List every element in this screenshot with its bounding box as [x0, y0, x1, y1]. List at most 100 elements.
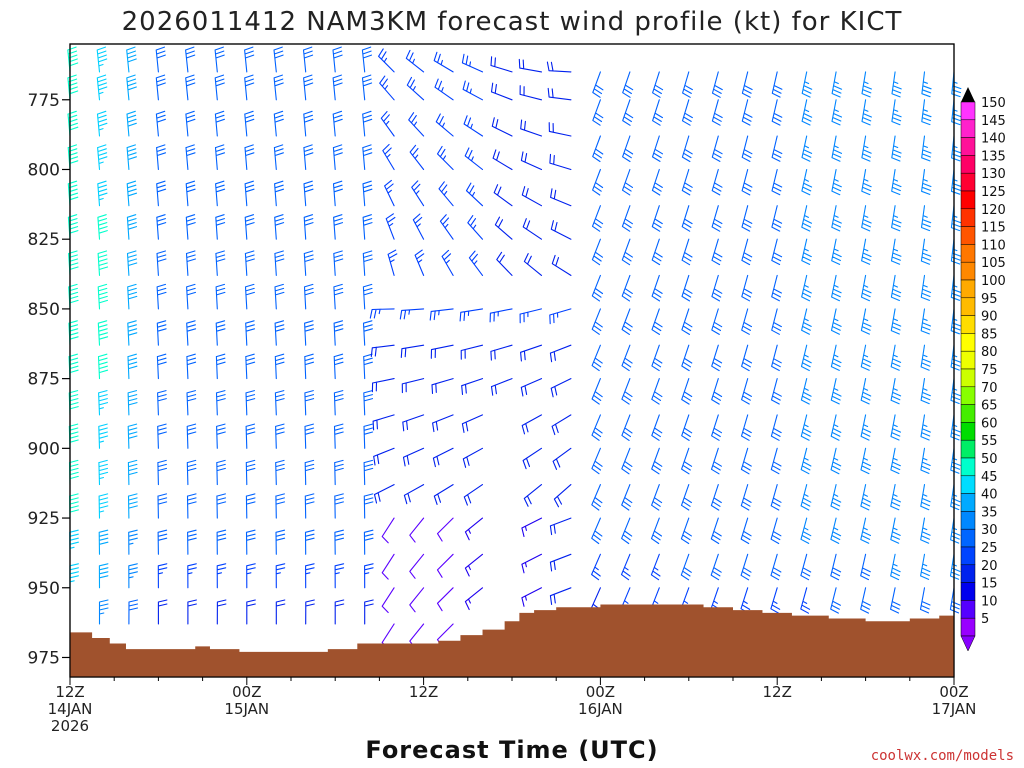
wind-barb	[303, 250, 314, 276]
wind-barb	[438, 181, 454, 207]
wind-barb	[461, 414, 484, 433]
wind-barb	[591, 447, 603, 475]
wind-barb	[771, 135, 783, 162]
y-tick-label: 975	[28, 648, 60, 668]
wind-barb	[334, 459, 344, 486]
wind-barb	[711, 135, 723, 162]
wind-barb	[275, 599, 286, 625]
wind-barb	[462, 447, 484, 468]
wind-barb	[591, 344, 603, 372]
wind-barb	[890, 447, 901, 475]
wind-barb	[373, 447, 395, 466]
wind-barb	[740, 517, 752, 545]
wind-barb	[800, 414, 812, 441]
wind-barb	[950, 344, 961, 371]
wind-barb	[711, 168, 723, 196]
wind-barb	[215, 180, 226, 207]
wind-barb	[860, 484, 872, 511]
wind-barb	[127, 459, 138, 486]
wind-barb	[551, 254, 572, 276]
wind-barb	[361, 74, 373, 101]
wind-barb	[920, 447, 931, 474]
wind-barb	[156, 353, 167, 380]
wind-barb	[491, 117, 513, 137]
chart-title: 2026011412 NAM3KM forecast wind profile …	[122, 7, 903, 37]
wind-barb	[801, 238, 812, 265]
wind-barb	[771, 238, 783, 266]
colorbar-label: 10	[981, 594, 998, 609]
wind-barb	[801, 168, 813, 196]
colorbar-swatch	[960, 333, 976, 352]
wind-barb	[401, 378, 425, 394]
wind-barb	[303, 110, 314, 137]
wind-barb	[246, 563, 256, 589]
wind-barb	[216, 599, 227, 625]
color-bar: 1501451401351301251201151101051009590858…	[960, 87, 1006, 652]
wind-barb	[831, 274, 842, 302]
wind-barb	[592, 168, 604, 196]
wind-barb	[215, 390, 226, 416]
wind-barb	[890, 517, 901, 544]
wind-barb	[490, 56, 513, 73]
wind-barb	[652, 99, 664, 126]
wind-barb	[950, 378, 961, 405]
wind-barb	[651, 274, 663, 302]
wind-barb	[650, 553, 661, 581]
wind-barb	[400, 344, 425, 358]
wind-barb	[891, 71, 902, 98]
wind-barb	[97, 144, 108, 171]
wind-barb	[523, 253, 543, 276]
wind-barb	[861, 238, 872, 265]
wind-barb	[830, 308, 842, 335]
wind-barb	[591, 205, 604, 232]
wind-barb	[651, 135, 664, 162]
wind-barb	[521, 587, 543, 607]
wind-barb	[711, 308, 723, 335]
wind-barb	[861, 71, 872, 98]
wind-barb	[622, 135, 634, 163]
wind-barb	[362, 144, 373, 171]
wind-barb	[860, 414, 872, 441]
wind-barb	[891, 168, 902, 196]
wind-barb	[215, 320, 226, 346]
wind-barb	[521, 517, 543, 538]
wind-barb	[681, 274, 693, 302]
wind-barb	[711, 414, 723, 441]
wind-barb	[592, 135, 604, 163]
wind-barb	[920, 414, 931, 441]
wind-barb	[304, 493, 315, 519]
wind-barb	[770, 587, 781, 614]
wind-barb	[186, 320, 197, 346]
x-tick-label: 12Z	[409, 683, 438, 701]
wind-barb	[127, 390, 138, 416]
wind-barb	[546, 61, 572, 73]
wind-barb	[621, 274, 633, 302]
wind-barb	[157, 563, 168, 589]
wind-barb	[362, 320, 373, 346]
wind-barb	[216, 563, 227, 589]
ground-surface	[70, 604, 954, 677]
wind-barb	[740, 447, 752, 475]
wind-barb	[861, 205, 872, 232]
x-axis-label: Forecast Time (UTC)	[365, 736, 658, 764]
wind-barb	[711, 205, 723, 232]
wind-barb	[430, 344, 454, 359]
colorbar-label: 65	[981, 399, 998, 414]
colorbar-swatch	[960, 439, 976, 459]
wind-barb	[303, 180, 314, 207]
wind-barb	[98, 563, 109, 589]
wind-barb	[275, 423, 285, 449]
wind-barb	[98, 390, 109, 416]
wind-barb	[711, 274, 723, 302]
wind-barb	[363, 529, 374, 555]
wind-barb	[361, 46, 373, 73]
wind-barb	[518, 58, 543, 73]
wind-barb	[185, 110, 196, 137]
wind-barb	[215, 250, 226, 276]
wind-barb	[98, 459, 109, 486]
wind-barb	[98, 493, 109, 519]
wind-barb	[461, 53, 484, 73]
wind-barb	[463, 115, 484, 137]
wind-barb	[126, 214, 138, 240]
wind-barb	[770, 414, 782, 441]
